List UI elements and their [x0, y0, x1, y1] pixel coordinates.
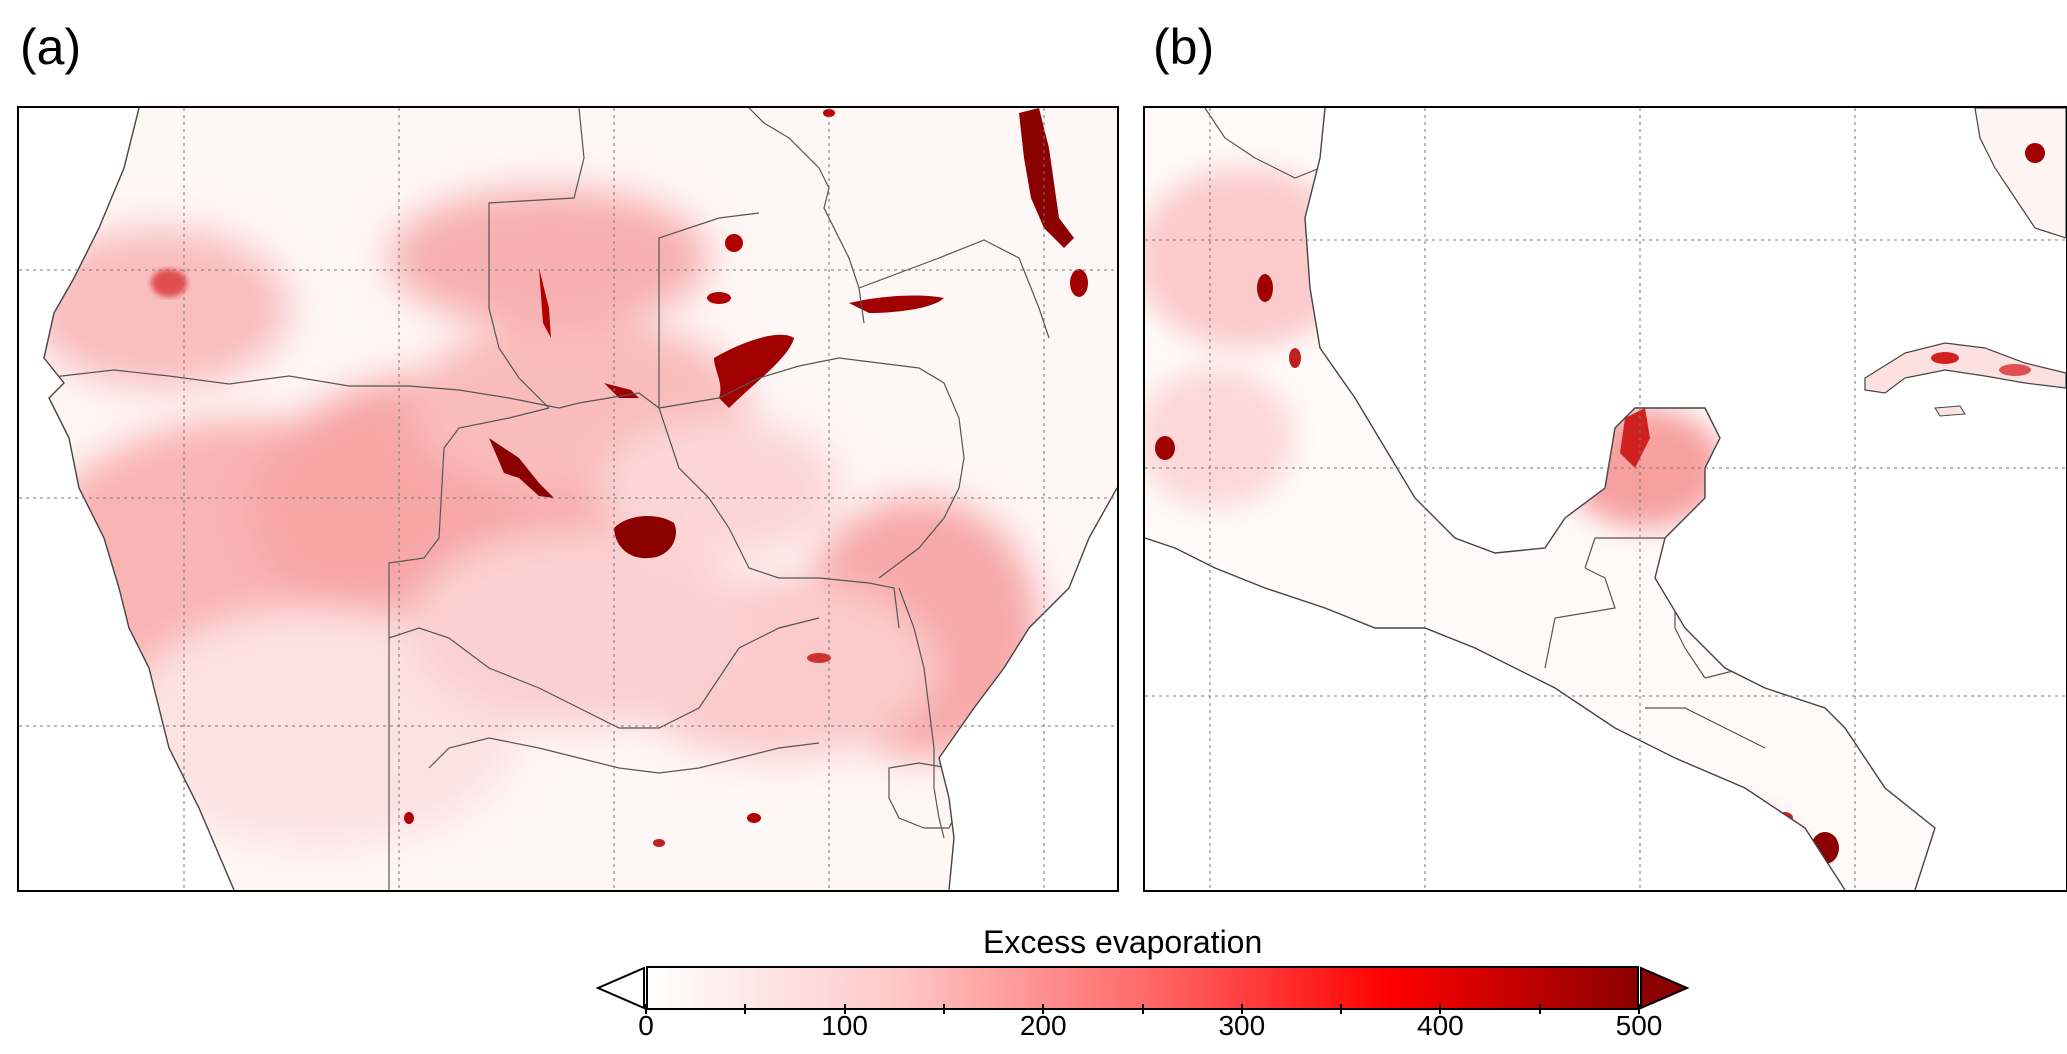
colorbar-tick-label: 500 — [1615, 1010, 1663, 1041]
land-a — [44, 108, 1117, 890]
colorbar-tick — [1638, 1004, 1640, 1014]
cuba-b — [1864, 342, 2066, 394]
colorbar-tick — [1141, 1004, 1144, 1014]
map-a-svg — [19, 108, 1117, 890]
panel-b-label: (b) — [1153, 19, 1215, 75]
colorbar-title: Excess evaporation — [983, 924, 1263, 960]
florida-b — [1974, 108, 2066, 239]
map-panel-b — [1143, 106, 2067, 892]
colorbar-extend-high-arrow — [1640, 966, 1690, 1010]
colorbar-tick-label: 300 — [1218, 1010, 1266, 1041]
colorbar-tick-label: 0 — [638, 1010, 654, 1041]
colorbar-tick — [645, 1004, 647, 1014]
colorbar-extend-low-arrow — [595, 966, 645, 1010]
graticule-a — [19, 108, 1117, 890]
colorbar-tick — [1439, 1004, 1442, 1014]
evaporation-field-a — [44, 188, 1039, 848]
jamaica-b — [1934, 405, 1966, 417]
colorbar-tick-label: 100 — [821, 1010, 868, 1041]
panel-a-label: (a) — [20, 19, 82, 75]
colorbar-tick — [942, 1004, 945, 1014]
colorbar — [646, 966, 1639, 1010]
graticule-b — [1145, 108, 2066, 890]
coastline-b — [1145, 108, 1936, 890]
colorbar-tick — [744, 1004, 747, 1014]
colorbar-tick — [1042, 1004, 1045, 1014]
coastline-a — [43, 108, 1117, 890]
colorbar-tick-label: 400 — [1417, 1010, 1464, 1041]
colorbar-tick — [843, 1004, 846, 1014]
colorbar-tick — [1538, 1004, 1541, 1014]
colorbar-tick-label: 200 — [1019, 1010, 1067, 1041]
country-borders-a — [44, 108, 1050, 890]
colorbar-tick — [1240, 1004, 1243, 1014]
map-b-svg — [1145, 108, 2066, 890]
colorbar-tick — [1340, 1004, 1343, 1014]
map-panel-a — [17, 106, 1119, 892]
